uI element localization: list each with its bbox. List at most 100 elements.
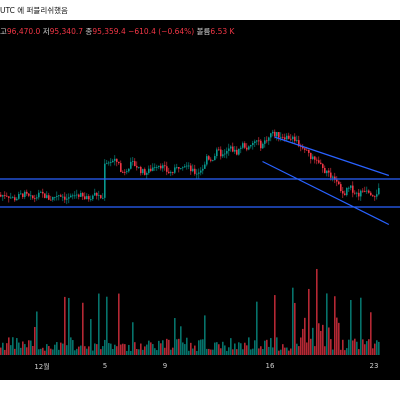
- volume-bar: [98, 293, 100, 355]
- candle-body: [352, 185, 354, 193]
- volume-bar: [30, 340, 32, 355]
- candle-body: [52, 196, 54, 200]
- close-label: 종: [85, 27, 93, 36]
- volume-bar: [4, 349, 6, 355]
- volume-bar: [122, 343, 124, 355]
- volume-bar: [130, 350, 132, 355]
- candle-body: [256, 140, 258, 142]
- candle-body: [226, 150, 228, 154]
- candle-body: [144, 169, 146, 175]
- candle-body: [264, 140, 266, 144]
- candle-body: [206, 156, 208, 165]
- volume-bar: [254, 340, 256, 355]
- candle-body: [178, 167, 180, 169]
- volume-bar: [6, 343, 8, 355]
- candle-body: [148, 168, 150, 173]
- candle-body: [188, 165, 190, 167]
- volume-bar: [278, 350, 280, 355]
- volume-bar: [214, 342, 216, 355]
- volume-bar: [42, 347, 44, 355]
- volume-bar: [224, 345, 226, 355]
- volume-bar: [252, 348, 254, 355]
- volume-bar: [54, 344, 56, 355]
- candle-body: [290, 138, 292, 140]
- volume-bar: [72, 340, 74, 355]
- candle-body: [354, 192, 356, 194]
- volume-bar: [272, 347, 274, 355]
- volume-bar: [126, 350, 128, 355]
- volume-bar: [370, 312, 372, 355]
- volume-bar: [244, 342, 246, 355]
- candle-body: [342, 191, 344, 194]
- candle-body: [200, 170, 202, 173]
- volume-bar: [168, 339, 170, 355]
- candle-body: [102, 197, 104, 199]
- candle-body: [376, 194, 378, 197]
- candle-body: [334, 176, 336, 180]
- volume-bar: [378, 341, 380, 355]
- volume-bar: [172, 347, 174, 355]
- volume-bar: [108, 343, 110, 355]
- candle-body: [150, 168, 152, 171]
- candle-body: [262, 143, 264, 149]
- candle-body: [286, 135, 288, 140]
- volume-bar: [344, 350, 346, 355]
- volume-bar: [178, 338, 180, 355]
- candle-body: [320, 162, 322, 165]
- chart-area[interactable]: [0, 20, 400, 380]
- volume-bar: [18, 342, 20, 355]
- volume-bar: [276, 337, 278, 355]
- candle-body: [194, 168, 196, 174]
- candle-body: [10, 197, 12, 199]
- volume-bar: [190, 342, 192, 355]
- candle-body: [60, 195, 62, 197]
- volume-bar: [2, 342, 4, 355]
- candle-body: [78, 194, 80, 197]
- candle-body: [324, 167, 326, 174]
- candle-body: [76, 194, 78, 196]
- volume-bar: [182, 342, 184, 355]
- candle-body: [140, 166, 142, 174]
- candle-body: [298, 140, 300, 147]
- volume-bar: [328, 327, 330, 355]
- candle-body: [4, 195, 6, 196]
- candle-body: [318, 160, 320, 163]
- volume-bar: [186, 337, 188, 355]
- candle-body: [282, 136, 284, 138]
- volume-bar: [116, 346, 118, 355]
- volume-bar: [90, 319, 92, 355]
- volume-bar: [258, 348, 260, 355]
- candle-body: [44, 193, 46, 198]
- volume-bar: [158, 340, 160, 355]
- volume-bar: [290, 348, 292, 355]
- volume-bar: [156, 350, 158, 355]
- candle-body: [312, 156, 314, 159]
- volume-bar: [354, 338, 356, 355]
- volume-bar: [260, 346, 262, 355]
- x-tick-label: 16: [265, 362, 275, 370]
- chart-canvas[interactable]: [0, 20, 400, 380]
- volume-bar: [302, 328, 304, 355]
- candle-body: [260, 140, 262, 149]
- change-value: −610.4 (−0.64%): [128, 27, 195, 36]
- volume-bar: [94, 343, 96, 355]
- volume-bar: [34, 326, 36, 355]
- volume-bar: [270, 338, 272, 355]
- volume-bar: [56, 342, 58, 355]
- candle-body: [230, 146, 232, 149]
- candle-body: [238, 148, 240, 155]
- volume-bar: [148, 340, 150, 355]
- volume-bar: [248, 337, 250, 355]
- volume-bar: [340, 349, 342, 355]
- volume-bar: [310, 338, 312, 355]
- candle-body: [120, 163, 122, 172]
- candle-body: [198, 172, 200, 174]
- volume-bar: [242, 349, 244, 355]
- x-axis: 12월 5 9 16 23: [0, 357, 400, 380]
- candle-body: [266, 140, 268, 142]
- volume-bar: [22, 341, 24, 355]
- candle-body: [108, 162, 110, 164]
- candle-body: [82, 193, 84, 197]
- volume-bar: [238, 342, 240, 355]
